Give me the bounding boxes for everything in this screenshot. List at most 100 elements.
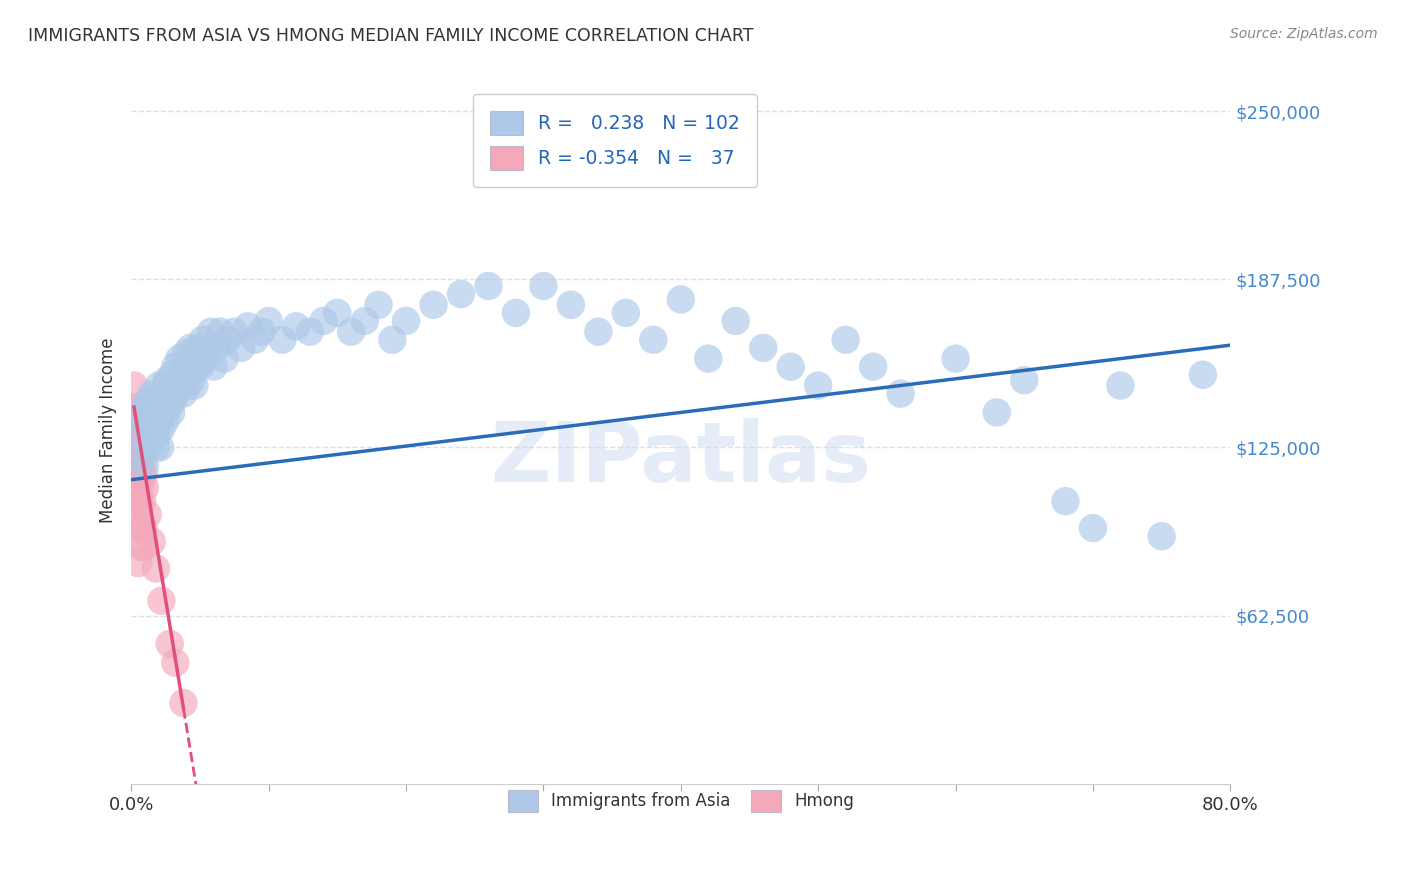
- Point: [807, 378, 830, 392]
- Point: [172, 386, 194, 401]
- Y-axis label: Median Family Income: Median Family Income: [100, 338, 117, 524]
- Point: [156, 373, 179, 387]
- Point: [143, 405, 166, 419]
- Point: [191, 333, 214, 347]
- Point: [149, 441, 172, 455]
- Point: [127, 521, 149, 535]
- Text: ZIPatlas: ZIPatlas: [491, 418, 872, 500]
- Point: [149, 400, 172, 414]
- Point: [131, 459, 153, 474]
- Point: [353, 314, 375, 328]
- Point: [183, 378, 205, 392]
- Point: [188, 359, 211, 374]
- Point: [136, 441, 159, 455]
- Point: [125, 441, 148, 455]
- Point: [209, 325, 232, 339]
- Point: [127, 426, 149, 441]
- Point: [326, 306, 349, 320]
- Point: [129, 475, 152, 490]
- Point: [134, 459, 156, 474]
- Point: [250, 325, 273, 339]
- Point: [1081, 521, 1104, 535]
- Point: [381, 333, 404, 347]
- Point: [138, 426, 160, 441]
- Point: [285, 319, 308, 334]
- Point: [128, 459, 150, 474]
- Point: [186, 341, 208, 355]
- Point: [132, 467, 155, 482]
- Point: [172, 696, 194, 710]
- Point: [148, 413, 170, 427]
- Point: [132, 521, 155, 535]
- Point: [643, 333, 665, 347]
- Point: [173, 359, 195, 374]
- Point: [1012, 373, 1035, 387]
- Point: [422, 298, 444, 312]
- Point: [697, 351, 720, 366]
- Point: [127, 421, 149, 435]
- Point: [477, 279, 499, 293]
- Point: [134, 413, 156, 427]
- Point: [1054, 494, 1077, 508]
- Point: [150, 421, 173, 435]
- Point: [129, 449, 152, 463]
- Point: [131, 449, 153, 463]
- Point: [127, 486, 149, 500]
- Point: [128, 494, 150, 508]
- Point: [146, 426, 169, 441]
- Point: [560, 298, 582, 312]
- Point: [124, 426, 146, 441]
- Point: [236, 319, 259, 334]
- Point: [217, 333, 239, 347]
- Point: [170, 378, 193, 392]
- Point: [124, 475, 146, 490]
- Point: [157, 400, 180, 414]
- Point: [166, 386, 188, 401]
- Point: [172, 368, 194, 382]
- Point: [128, 433, 150, 447]
- Point: [165, 359, 187, 374]
- Point: [184, 359, 207, 374]
- Point: [231, 341, 253, 355]
- Point: [141, 433, 163, 447]
- Point: [752, 341, 775, 355]
- Point: [134, 540, 156, 554]
- Point: [124, 400, 146, 414]
- Point: [136, 394, 159, 409]
- Point: [152, 405, 174, 419]
- Point: [176, 378, 198, 392]
- Point: [180, 373, 202, 387]
- Point: [148, 378, 170, 392]
- Point: [141, 534, 163, 549]
- Point: [163, 378, 186, 392]
- Point: [125, 413, 148, 427]
- Point: [159, 386, 181, 401]
- Point: [122, 405, 145, 419]
- Point: [194, 351, 217, 366]
- Point: [862, 359, 884, 374]
- Text: Source: ZipAtlas.com: Source: ZipAtlas.com: [1230, 27, 1378, 41]
- Point: [134, 481, 156, 495]
- Point: [125, 467, 148, 482]
- Point: [127, 556, 149, 570]
- Point: [162, 368, 184, 382]
- Point: [174, 346, 197, 360]
- Text: IMMIGRANTS FROM ASIA VS HMONG MEDIAN FAMILY INCOME CORRELATION CHART: IMMIGRANTS FROM ASIA VS HMONG MEDIAN FAM…: [28, 27, 754, 45]
- Point: [127, 449, 149, 463]
- Point: [395, 314, 418, 328]
- Point: [205, 341, 228, 355]
- Point: [177, 359, 200, 374]
- Point: [145, 561, 167, 575]
- Point: [340, 325, 363, 339]
- Point: [165, 656, 187, 670]
- Point: [181, 351, 204, 366]
- Point: [257, 314, 280, 328]
- Point: [1150, 529, 1173, 543]
- Point: [779, 359, 801, 374]
- Point: [159, 637, 181, 651]
- Point: [169, 351, 191, 366]
- Point: [450, 287, 472, 301]
- Point: [150, 594, 173, 608]
- Point: [1192, 368, 1215, 382]
- Point: [214, 351, 236, 366]
